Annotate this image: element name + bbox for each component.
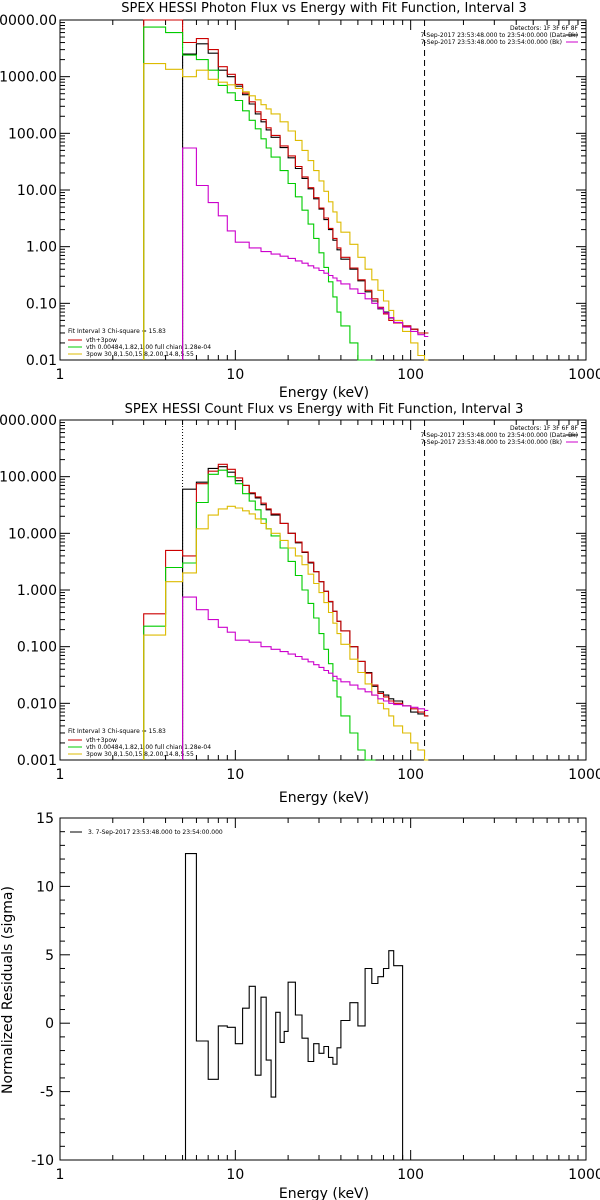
series-line-2: [143, 26, 376, 361]
detectors-text: Detectors: 1F 3F 6F 8F: [510, 25, 579, 32]
x-tick-label: 100: [397, 767, 424, 783]
legend-total-text: vth+3pow: [86, 337, 117, 344]
info-right: Detectors: 1F 3F 6F 8F 7-Sep-2017 23:53:…: [420, 25, 578, 46]
y-tick-label: 1000.00: [0, 70, 57, 86]
y-tick-label: 0.10: [26, 296, 57, 312]
x-tick-label: 1: [56, 1167, 65, 1183]
detectors-text: Detectors: 1F 3F 6F 8F: [510, 425, 579, 432]
info-right: Detectors: 1F 3F 6F 8F 7-Sep-2017 23:53:…: [420, 425, 578, 446]
x-axis-label: Energy (keV): [279, 1186, 369, 1200]
x-axis-label: Energy (keV): [279, 385, 369, 401]
data-interval-text: 7-Sep-2017 23:53:48.000 to 23:54:00.000 …: [420, 432, 578, 439]
y-tick-label: -5: [40, 1085, 54, 1101]
series-line-3: [143, 63, 429, 361]
x-tick-label: 1000: [568, 1167, 600, 1183]
y-tick-label: 10: [36, 879, 54, 895]
x-tick-label: 100: [397, 1167, 424, 1183]
series-line-3: [143, 505, 429, 761]
y-tick-label: 0: [45, 1016, 54, 1032]
legend-text: 3. 7-Sep-2017 23:53:48.000 to 23:54:00.0…: [88, 829, 223, 836]
series-line-4: [182, 147, 429, 360]
y-tick-label: 0.01: [26, 353, 57, 369]
legend-vth-text: vth 0.00484,1.82,1.00 full chian 1.28e-0…: [86, 744, 211, 751]
y-tick-label: 0.100: [17, 640, 57, 656]
bk-interval-text: 7-Sep-2017 23:53:48.000 to 23:54:00.000 …: [421, 39, 562, 46]
x-tick-label: 1: [56, 367, 65, 383]
plot-frame: [59, 817, 587, 1161]
data-interval-text: 7-Sep-2017 23:53:48.000 to 23:54:00.000 …: [420, 32, 578, 39]
x-tick-label: 1000: [568, 367, 600, 383]
count-flux-chart: SPEX HESSI Count Flux vs Energy with Fit…: [0, 402, 600, 806]
y-tick-label: 100.00: [8, 126, 57, 142]
legend-3pow-text: 3pow 30.8,1.50,15.8,2.00,14.8,5.55: [86, 351, 194, 358]
fit-info-text: Fit Interval 3 Chi-square = 15.83: [68, 728, 166, 735]
x-tick-label: 10: [226, 367, 244, 383]
y-tick-label: 10.000: [8, 526, 57, 542]
series-line-1: [143, 463, 429, 760]
legend-3pow-text: 3pow 30.8,1.50,15.8,2.00,14.8,5.55: [86, 751, 194, 758]
plot-frame: [59, 19, 587, 361]
series-line-0: [182, 43, 429, 360]
x-tick-label: 1: [56, 767, 65, 783]
y-tick-label: 1.000: [17, 583, 57, 599]
fit-info-text: Fit Interval 3 Chi-square = 15.83: [68, 328, 166, 335]
y-tick-label: 100.000: [0, 470, 57, 486]
chart-title: SPEX HESSI Photon Flux vs Energy with Fi…: [121, 1, 527, 16]
y-tick-label: 1000.000: [0, 413, 57, 429]
chart-title: SPEX HESSI Count Flux vs Energy with Fit…: [125, 402, 524, 417]
y-tick-label: 0.010: [17, 696, 57, 712]
y-tick-label: 10.00: [17, 183, 57, 199]
series-line-0: [184, 853, 404, 1160]
photon-flux-chart: SPEX HESSI Photon Flux vs Energy with Fi…: [0, 1, 600, 401]
x-axis-label: Energy (keV): [279, 790, 369, 806]
x-tick-label: 100: [397, 367, 424, 383]
y-tick-label: 5: [45, 948, 54, 964]
x-tick-label: 1000: [568, 767, 600, 783]
series-line-4: [182, 596, 429, 760]
x-tick-label: 10: [226, 1167, 244, 1183]
x-tick-label: 10: [226, 767, 244, 783]
y-tick-label: 15: [36, 811, 54, 827]
residuals-chart: Energy (keV) Normalized Residuals (sigma…: [0, 811, 600, 1200]
plot-frame: [59, 419, 587, 761]
info-left: Fit Interval 3 Chi-square = 15.83 vth+3p…: [68, 728, 211, 758]
y-tick-label: 0.001: [17, 753, 57, 769]
y-tick-label: 1.00: [26, 240, 57, 256]
series-line-2: [143, 469, 376, 761]
info-left: Fit Interval 3 Chi-square = 15.83 vth+3p…: [68, 328, 211, 358]
series-line-1: [143, 19, 429, 360]
legend-total-text: vth+3pow: [86, 737, 117, 744]
y-axis-label: Normalized Residuals (sigma): [0, 886, 16, 1094]
legend-vth-text: vth 0.00484,1.82,1.00 full chian 1.28e-0…: [86, 344, 211, 351]
bk-interval-text: 7-Sep-2017 23:53:48.000 to 23:54:00.000 …: [421, 439, 562, 446]
y-tick-label: -10: [31, 1153, 54, 1169]
